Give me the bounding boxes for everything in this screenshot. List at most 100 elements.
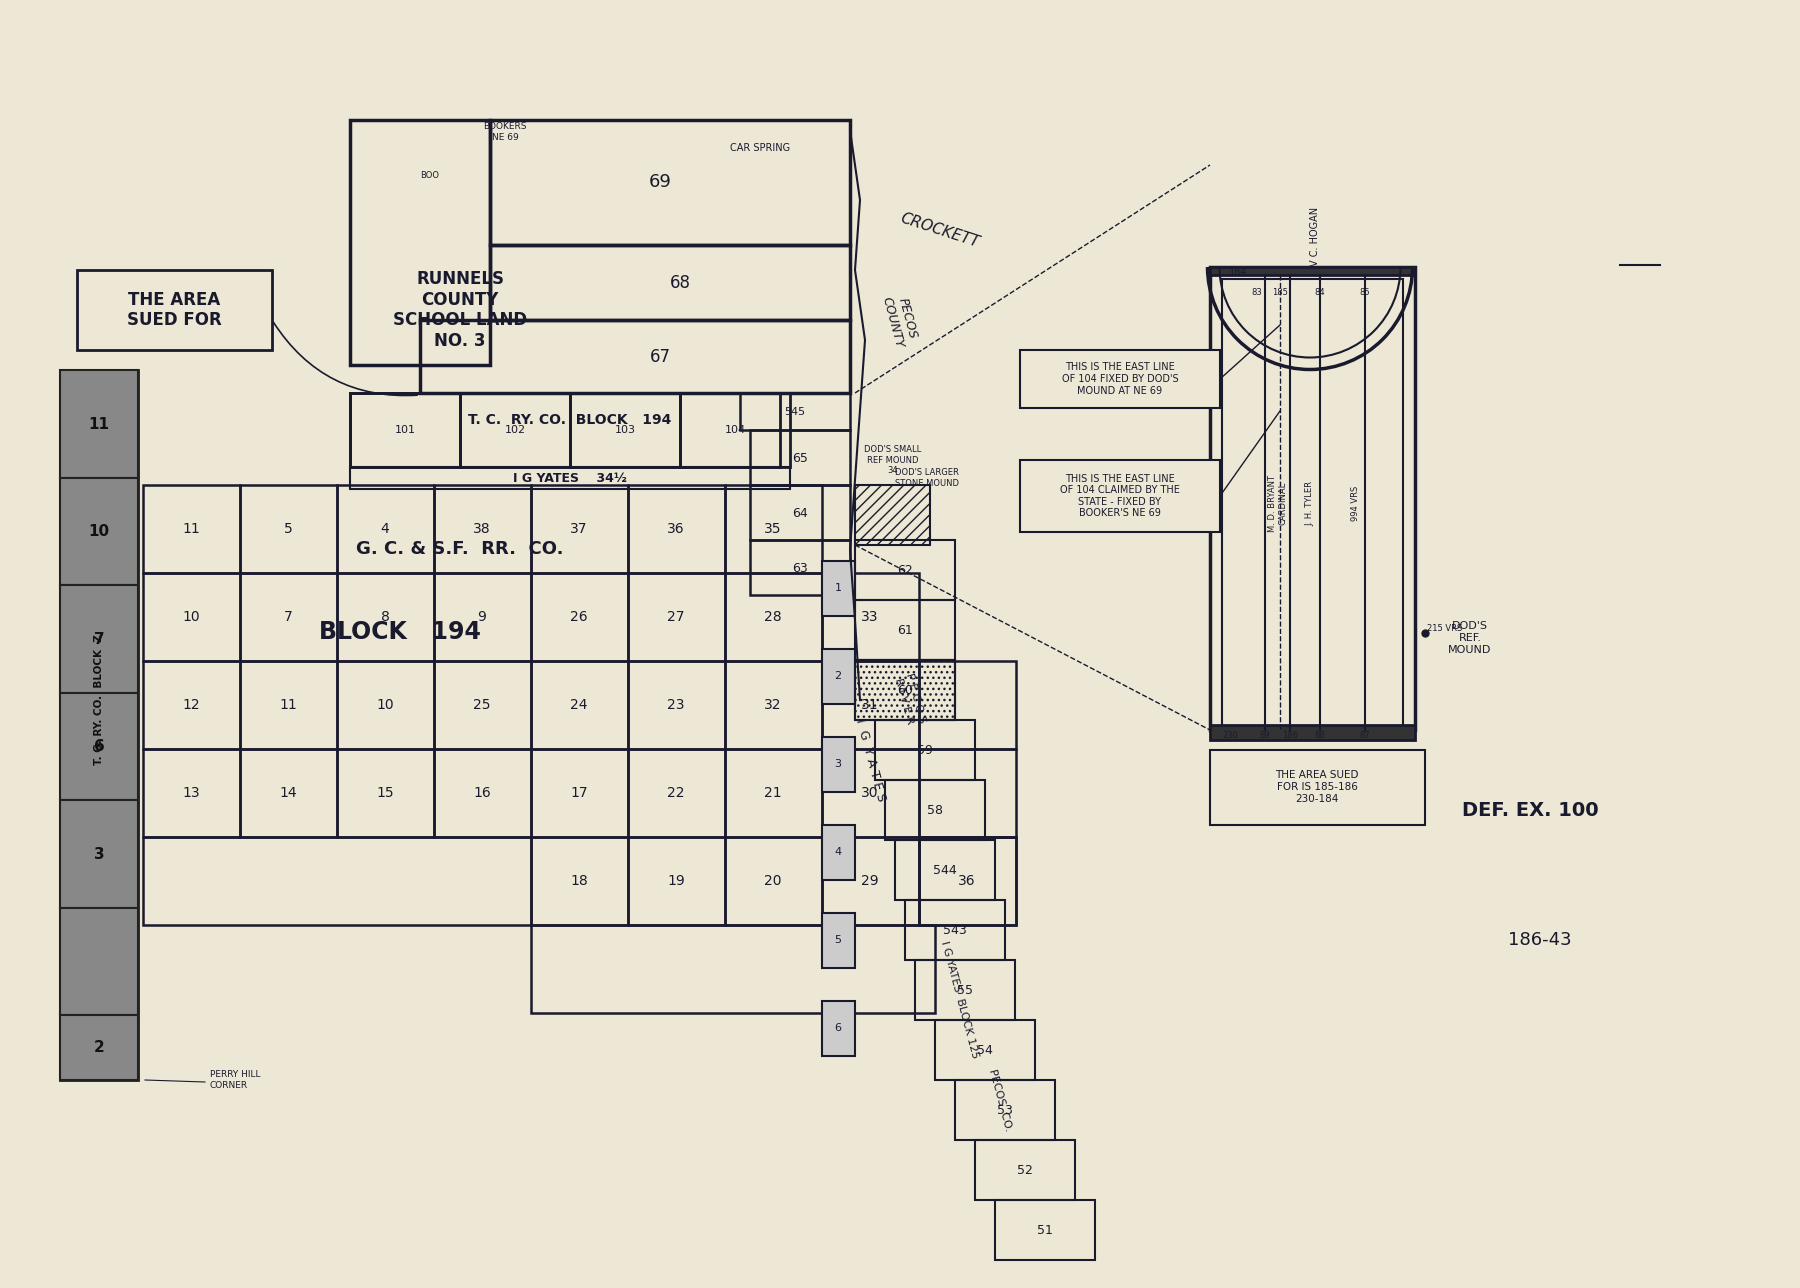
Text: 5: 5 xyxy=(284,522,292,536)
Text: 53: 53 xyxy=(997,1104,1013,1117)
Text: T. C.  RY. CO.  BLOCK   194: T. C. RY. CO. BLOCK 194 xyxy=(468,413,671,428)
Text: 3: 3 xyxy=(835,759,842,769)
Bar xyxy=(905,900,1004,960)
Text: 4: 4 xyxy=(380,522,389,536)
Text: 83: 83 xyxy=(1251,287,1262,296)
Bar xyxy=(419,319,850,393)
Text: 215 VRS: 215 VRS xyxy=(1427,623,1463,632)
Text: 19: 19 xyxy=(668,875,684,887)
Bar xyxy=(239,750,337,837)
Text: 10: 10 xyxy=(182,611,200,623)
Text: 12: 12 xyxy=(182,698,200,712)
Bar xyxy=(349,393,461,468)
Bar xyxy=(1210,267,1415,276)
Text: 89: 89 xyxy=(1260,730,1271,739)
Text: G. C. & S.F.  RR.  CO.: G. C. & S.F. RR. CO. xyxy=(356,540,563,558)
Text: 28: 28 xyxy=(765,611,781,623)
Text: THE AREA SUED
FOR IS 185-186
230-184: THE AREA SUED FOR IS 185-186 230-184 xyxy=(1274,770,1359,804)
Text: BOO: BOO xyxy=(421,170,439,179)
Bar xyxy=(628,837,725,925)
Text: 65: 65 xyxy=(792,452,808,465)
Bar xyxy=(680,393,790,468)
Bar xyxy=(920,837,1015,925)
Text: PECOS  CO.: PECOS CO. xyxy=(986,1068,1013,1132)
Text: CAR SPRING: CAR SPRING xyxy=(731,143,790,153)
Bar xyxy=(349,468,790,489)
Text: M. D. BRYANT
CARDINAL: M. D. BRYANT CARDINAL xyxy=(1269,474,1287,532)
Bar xyxy=(239,661,337,750)
Bar xyxy=(59,478,139,585)
Text: 4: 4 xyxy=(835,848,842,857)
Bar xyxy=(1210,725,1415,741)
Bar xyxy=(725,486,823,573)
Text: 33: 33 xyxy=(860,611,878,623)
Text: J. H. TYLER: J. H. TYLER xyxy=(1305,480,1314,526)
Bar xyxy=(142,837,531,925)
Bar xyxy=(337,486,434,573)
Text: 64: 64 xyxy=(792,506,808,519)
Bar xyxy=(77,270,272,350)
Bar xyxy=(628,573,725,661)
Bar xyxy=(434,573,531,661)
Text: 11: 11 xyxy=(88,416,110,431)
Bar xyxy=(855,540,956,600)
Bar xyxy=(751,540,850,595)
Text: 3: 3 xyxy=(94,846,104,862)
Bar xyxy=(142,486,239,573)
Text: 59: 59 xyxy=(916,743,932,756)
Bar xyxy=(59,1015,139,1081)
Text: CROCKETT: CROCKETT xyxy=(898,210,981,250)
Bar xyxy=(995,1200,1094,1260)
Text: 29: 29 xyxy=(860,875,878,887)
Bar xyxy=(823,661,920,750)
Text: 87: 87 xyxy=(1359,730,1370,739)
Bar xyxy=(434,661,531,750)
Text: 6: 6 xyxy=(835,1023,842,1033)
Bar xyxy=(920,837,1015,925)
Text: 35: 35 xyxy=(765,522,781,536)
Text: 52: 52 xyxy=(1017,1163,1033,1176)
Text: 9: 9 xyxy=(477,611,486,623)
Text: 2: 2 xyxy=(835,671,842,681)
Text: 85: 85 xyxy=(1359,287,1370,296)
Bar xyxy=(59,800,139,908)
Bar xyxy=(349,393,779,468)
Text: 7: 7 xyxy=(284,611,292,623)
Text: 84: 84 xyxy=(1314,287,1325,296)
Text: 26: 26 xyxy=(571,611,589,623)
Bar xyxy=(725,837,823,925)
Bar xyxy=(740,393,850,430)
Text: 62: 62 xyxy=(896,564,913,577)
Text: DOD'S LARGER
STONE MOUND: DOD'S LARGER STONE MOUND xyxy=(895,469,959,488)
Bar xyxy=(823,573,920,661)
Text: BOOKERS
NE 69: BOOKERS NE 69 xyxy=(482,122,527,142)
Text: 994 VRS: 994 VRS xyxy=(1350,486,1359,520)
Bar xyxy=(725,661,823,750)
Bar xyxy=(914,960,1015,1020)
Bar xyxy=(531,750,628,837)
Text: 101: 101 xyxy=(394,425,416,435)
Text: THIS IS THE EAST LINE
OF 104 FIXED BY DOD'S
MOUND AT NE 69: THIS IS THE EAST LINE OF 104 FIXED BY DO… xyxy=(1062,362,1179,395)
Text: 17: 17 xyxy=(571,786,589,800)
Text: 102: 102 xyxy=(504,425,526,435)
Bar xyxy=(531,661,628,750)
Bar xyxy=(855,486,931,545)
Text: 88: 88 xyxy=(1314,730,1325,739)
Text: 11: 11 xyxy=(279,698,297,712)
Bar xyxy=(59,370,139,478)
Text: 51: 51 xyxy=(1037,1224,1053,1236)
Text: 543: 543 xyxy=(943,923,967,936)
Text: DEF. EX. 100: DEF. EX. 100 xyxy=(1462,801,1598,819)
Text: 5: 5 xyxy=(835,935,842,945)
Text: 16: 16 xyxy=(473,786,491,800)
Text: 21: 21 xyxy=(765,786,781,800)
Text: V C. HOGAN: V C. HOGAN xyxy=(1310,206,1319,265)
Bar xyxy=(823,737,855,792)
Bar xyxy=(461,393,571,468)
Bar xyxy=(823,837,920,925)
Text: 58: 58 xyxy=(927,804,943,817)
Bar xyxy=(531,486,628,573)
Bar xyxy=(725,750,823,837)
Text: 69: 69 xyxy=(648,173,671,191)
Bar xyxy=(142,750,239,837)
